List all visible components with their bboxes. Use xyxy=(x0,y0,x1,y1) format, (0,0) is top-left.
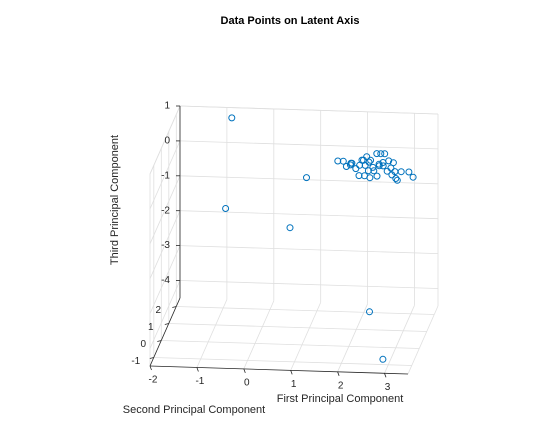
data-point xyxy=(370,167,378,175)
z-tick-label: -1 xyxy=(161,170,170,181)
grid-line-z-side xyxy=(149,280,181,349)
data-point xyxy=(381,150,389,158)
data-point xyxy=(379,162,387,170)
data-point xyxy=(369,163,377,171)
y-axis-line xyxy=(149,297,181,367)
data-point xyxy=(375,160,383,168)
x-tick-label: -2 xyxy=(149,375,158,386)
grid-frame-edge xyxy=(407,305,439,375)
grid-line-y-floor xyxy=(153,357,412,366)
data-point xyxy=(377,150,385,158)
data-point xyxy=(393,176,401,184)
x-tick-label: -1 xyxy=(195,376,204,387)
z-tick-label: -3 xyxy=(161,240,170,251)
data-point xyxy=(373,150,381,158)
x-axis-title: First Principal Component xyxy=(277,393,404,405)
data-point xyxy=(397,168,405,176)
data-point xyxy=(303,174,310,182)
grid-frame-edge xyxy=(149,105,181,175)
grid-layer xyxy=(149,105,439,375)
data-point xyxy=(379,159,387,166)
data-point xyxy=(405,168,413,176)
y-tick-label: 0 xyxy=(141,339,147,350)
z-tick-label: -4 xyxy=(161,275,170,286)
grid-line-z-back xyxy=(179,210,439,220)
grid-line-x-floor xyxy=(243,300,275,370)
x-tick-mark xyxy=(290,370,293,375)
data-point xyxy=(366,174,374,182)
data-point xyxy=(409,173,417,181)
data-point xyxy=(364,167,372,175)
grid-line-z-back xyxy=(179,140,439,150)
data-point xyxy=(222,205,230,212)
x-tick-label: 0 xyxy=(244,378,250,389)
data-point xyxy=(365,158,373,166)
x-tick-label: 1 xyxy=(291,379,297,390)
data-point-layer xyxy=(222,114,417,363)
z-tick-label: 1 xyxy=(164,101,170,112)
data-point xyxy=(379,355,387,363)
y-tick-label: 1 xyxy=(148,322,154,333)
grid-line-x-floor xyxy=(196,299,228,368)
data-point xyxy=(352,165,360,173)
axis-layer xyxy=(149,105,409,378)
data-point xyxy=(347,159,355,167)
data-point xyxy=(356,161,364,169)
x-tick-mark xyxy=(337,371,340,376)
z-tick-label: 0 xyxy=(164,136,170,147)
y-tick-label: -1 xyxy=(131,356,140,367)
z-tick-label: -2 xyxy=(161,205,170,216)
grid-line-y-floor xyxy=(161,340,420,349)
data-point xyxy=(373,172,381,180)
data-point xyxy=(367,156,375,164)
grid-line-z-back xyxy=(179,245,439,254)
y-tick-mark xyxy=(172,306,177,308)
grid-line-x-floor xyxy=(384,305,415,374)
x-tick-mark xyxy=(149,365,152,371)
x-tick-mark xyxy=(243,368,246,374)
grid-line-x-floor xyxy=(337,303,368,372)
x-tick-label: 2 xyxy=(338,380,344,391)
y-tick-mark xyxy=(149,357,154,359)
data-point xyxy=(387,164,395,172)
y-tick-mark xyxy=(164,323,169,325)
x-tick-mark xyxy=(196,367,199,372)
grid-line-y-floor xyxy=(168,323,427,332)
grid-line-z-side xyxy=(149,140,181,210)
x-tick-label: 3 xyxy=(385,382,391,393)
y-tick-label: 2 xyxy=(156,305,162,316)
grid-line-z-side xyxy=(149,245,181,314)
data-point xyxy=(339,157,347,165)
data-point xyxy=(286,224,294,232)
grid-line-z-back xyxy=(179,280,439,289)
data-point xyxy=(228,114,236,122)
y-tick-mark xyxy=(157,340,162,342)
x-axis-line xyxy=(149,365,409,375)
grid-line-y-floor xyxy=(176,306,435,315)
x-tick-mark xyxy=(384,373,387,378)
data-point xyxy=(366,308,373,316)
z-axis-title: Third Principal Component xyxy=(109,135,121,265)
y-axis-title: Second Principal Component xyxy=(123,404,265,416)
grid-line-x-floor xyxy=(290,302,322,371)
data-point xyxy=(342,163,350,170)
grid-frame-edge xyxy=(179,105,439,115)
grid-line-z-side xyxy=(149,175,181,244)
grid-line-z-side xyxy=(149,210,181,279)
data-point xyxy=(392,175,400,182)
chart-title: Data Points on Latent Axis xyxy=(221,15,360,27)
